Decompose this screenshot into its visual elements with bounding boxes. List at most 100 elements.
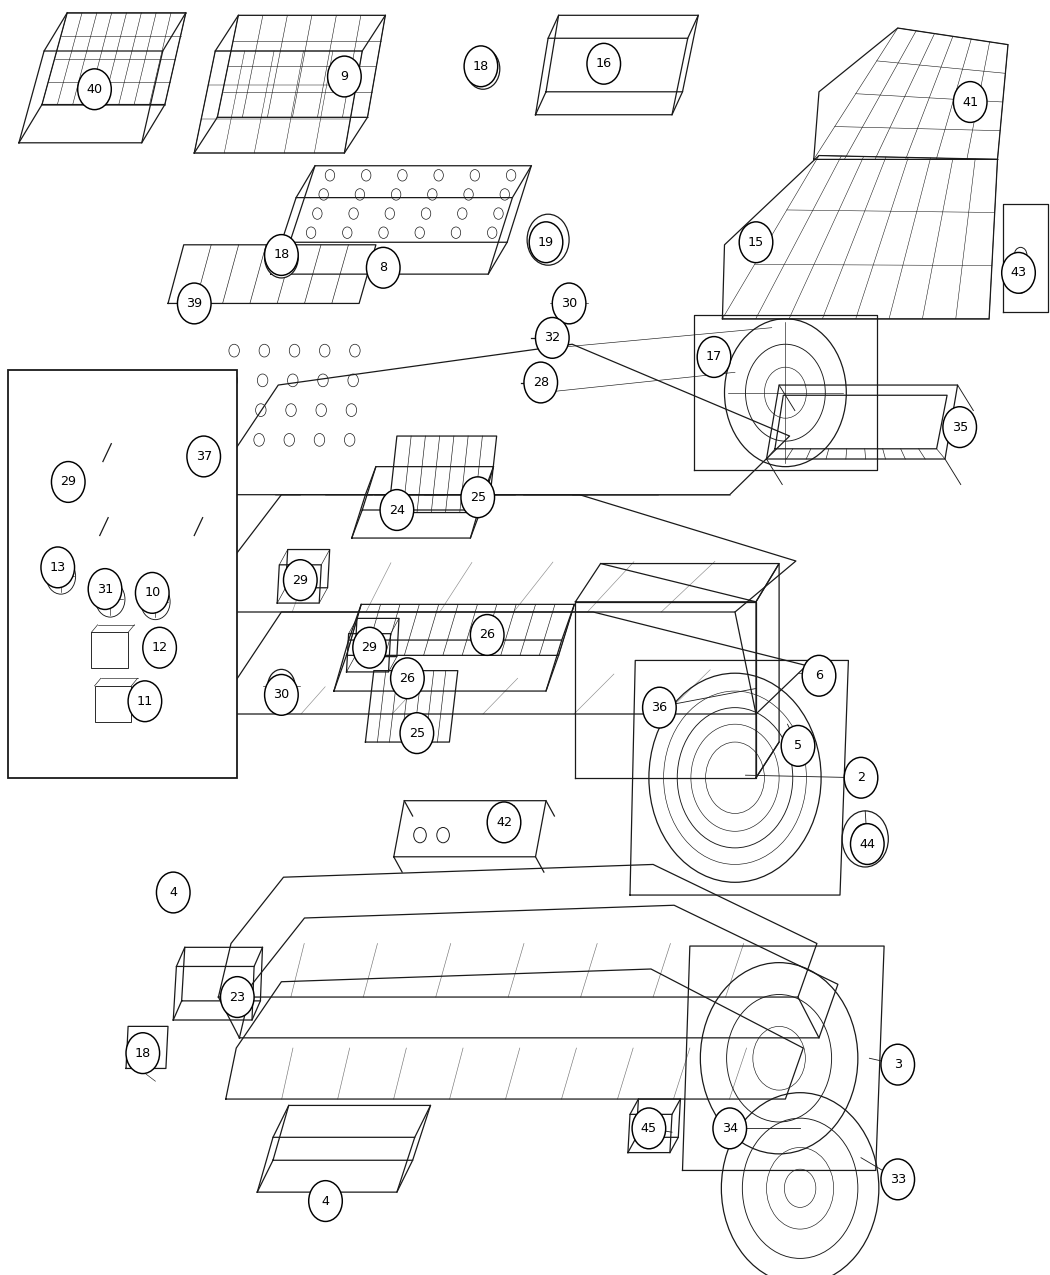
Text: 36: 36 bbox=[651, 701, 668, 714]
Text: 2: 2 bbox=[857, 771, 865, 784]
Bar bbox=[8, 370, 237, 778]
Circle shape bbox=[943, 407, 976, 448]
Text: 40: 40 bbox=[86, 83, 103, 96]
Text: 6: 6 bbox=[815, 669, 823, 682]
Text: 34: 34 bbox=[721, 1122, 738, 1135]
Text: 25: 25 bbox=[469, 491, 486, 504]
Bar bbox=[94, 686, 131, 722]
Circle shape bbox=[739, 222, 773, 263]
Circle shape bbox=[464, 46, 498, 87]
Circle shape bbox=[380, 490, 414, 530]
Circle shape bbox=[844, 757, 878, 798]
Circle shape bbox=[135, 572, 169, 613]
Circle shape bbox=[265, 235, 298, 275]
Circle shape bbox=[529, 222, 563, 263]
Circle shape bbox=[527, 214, 569, 265]
Circle shape bbox=[41, 547, 75, 588]
Circle shape bbox=[881, 1159, 915, 1200]
Text: 30: 30 bbox=[561, 297, 578, 310]
Circle shape bbox=[470, 615, 504, 655]
Circle shape bbox=[51, 462, 85, 502]
Text: 23: 23 bbox=[229, 991, 246, 1003]
Circle shape bbox=[78, 69, 111, 110]
Text: 26: 26 bbox=[479, 629, 496, 641]
Text: 33: 33 bbox=[889, 1173, 906, 1186]
Text: 16: 16 bbox=[595, 57, 612, 70]
Text: 13: 13 bbox=[49, 561, 66, 574]
Text: 18: 18 bbox=[472, 60, 489, 73]
Circle shape bbox=[126, 1033, 160, 1074]
Bar bbox=[170, 370, 189, 385]
Circle shape bbox=[309, 1181, 342, 1221]
Circle shape bbox=[400, 713, 434, 754]
Circle shape bbox=[328, 56, 361, 97]
Circle shape bbox=[953, 82, 987, 122]
Text: 35: 35 bbox=[951, 421, 968, 434]
Text: 39: 39 bbox=[186, 297, 203, 310]
Text: 18: 18 bbox=[134, 1047, 151, 1060]
Circle shape bbox=[697, 337, 731, 377]
Text: 17: 17 bbox=[706, 351, 722, 363]
Circle shape bbox=[461, 477, 495, 518]
Text: 42: 42 bbox=[496, 816, 512, 829]
Text: 25: 25 bbox=[408, 727, 425, 739]
Circle shape bbox=[143, 627, 176, 668]
Circle shape bbox=[156, 872, 190, 913]
Text: 4: 4 bbox=[321, 1195, 330, 1207]
Bar bbox=[91, 632, 128, 668]
Circle shape bbox=[643, 687, 676, 728]
Circle shape bbox=[487, 802, 521, 843]
Text: 15: 15 bbox=[748, 236, 764, 249]
Text: 41: 41 bbox=[962, 96, 979, 108]
Circle shape bbox=[850, 824, 884, 864]
Circle shape bbox=[632, 1108, 666, 1149]
Circle shape bbox=[128, 681, 162, 722]
Circle shape bbox=[265, 237, 298, 278]
Text: 45: 45 bbox=[640, 1122, 657, 1135]
Text: 12: 12 bbox=[151, 641, 168, 654]
Circle shape bbox=[284, 560, 317, 601]
Text: 5: 5 bbox=[794, 740, 802, 752]
Circle shape bbox=[781, 725, 815, 766]
Circle shape bbox=[88, 569, 122, 609]
Text: 29: 29 bbox=[60, 476, 77, 488]
Text: 3: 3 bbox=[894, 1058, 902, 1071]
Circle shape bbox=[1014, 278, 1027, 293]
Text: 43: 43 bbox=[1010, 266, 1027, 279]
Text: 37: 37 bbox=[195, 450, 212, 463]
Circle shape bbox=[220, 977, 254, 1017]
Text: 31: 31 bbox=[97, 583, 113, 595]
Text: 29: 29 bbox=[361, 641, 378, 654]
Circle shape bbox=[536, 317, 569, 358]
Circle shape bbox=[466, 48, 500, 89]
Text: 30: 30 bbox=[273, 688, 290, 701]
Text: 4: 4 bbox=[169, 886, 177, 899]
Text: 8: 8 bbox=[379, 261, 387, 274]
Text: 26: 26 bbox=[399, 672, 416, 685]
Circle shape bbox=[187, 436, 220, 477]
Circle shape bbox=[853, 824, 878, 854]
Text: 19: 19 bbox=[538, 236, 554, 249]
Circle shape bbox=[366, 247, 400, 288]
Circle shape bbox=[177, 283, 211, 324]
Circle shape bbox=[1014, 247, 1027, 263]
Text: 44: 44 bbox=[859, 838, 876, 850]
Text: 32: 32 bbox=[544, 332, 561, 344]
Text: 11: 11 bbox=[136, 695, 153, 708]
Text: 29: 29 bbox=[292, 574, 309, 586]
Circle shape bbox=[391, 658, 424, 699]
Circle shape bbox=[353, 627, 386, 668]
Text: 10: 10 bbox=[144, 586, 161, 599]
Circle shape bbox=[552, 283, 586, 324]
Text: 24: 24 bbox=[388, 504, 405, 516]
Circle shape bbox=[1002, 252, 1035, 293]
Circle shape bbox=[587, 43, 621, 84]
Circle shape bbox=[265, 674, 298, 715]
Circle shape bbox=[524, 362, 558, 403]
Circle shape bbox=[713, 1108, 747, 1149]
Text: 18: 18 bbox=[273, 249, 290, 261]
Circle shape bbox=[881, 1044, 915, 1085]
Text: 28: 28 bbox=[532, 376, 549, 389]
Text: 9: 9 bbox=[340, 70, 349, 83]
Circle shape bbox=[802, 655, 836, 696]
